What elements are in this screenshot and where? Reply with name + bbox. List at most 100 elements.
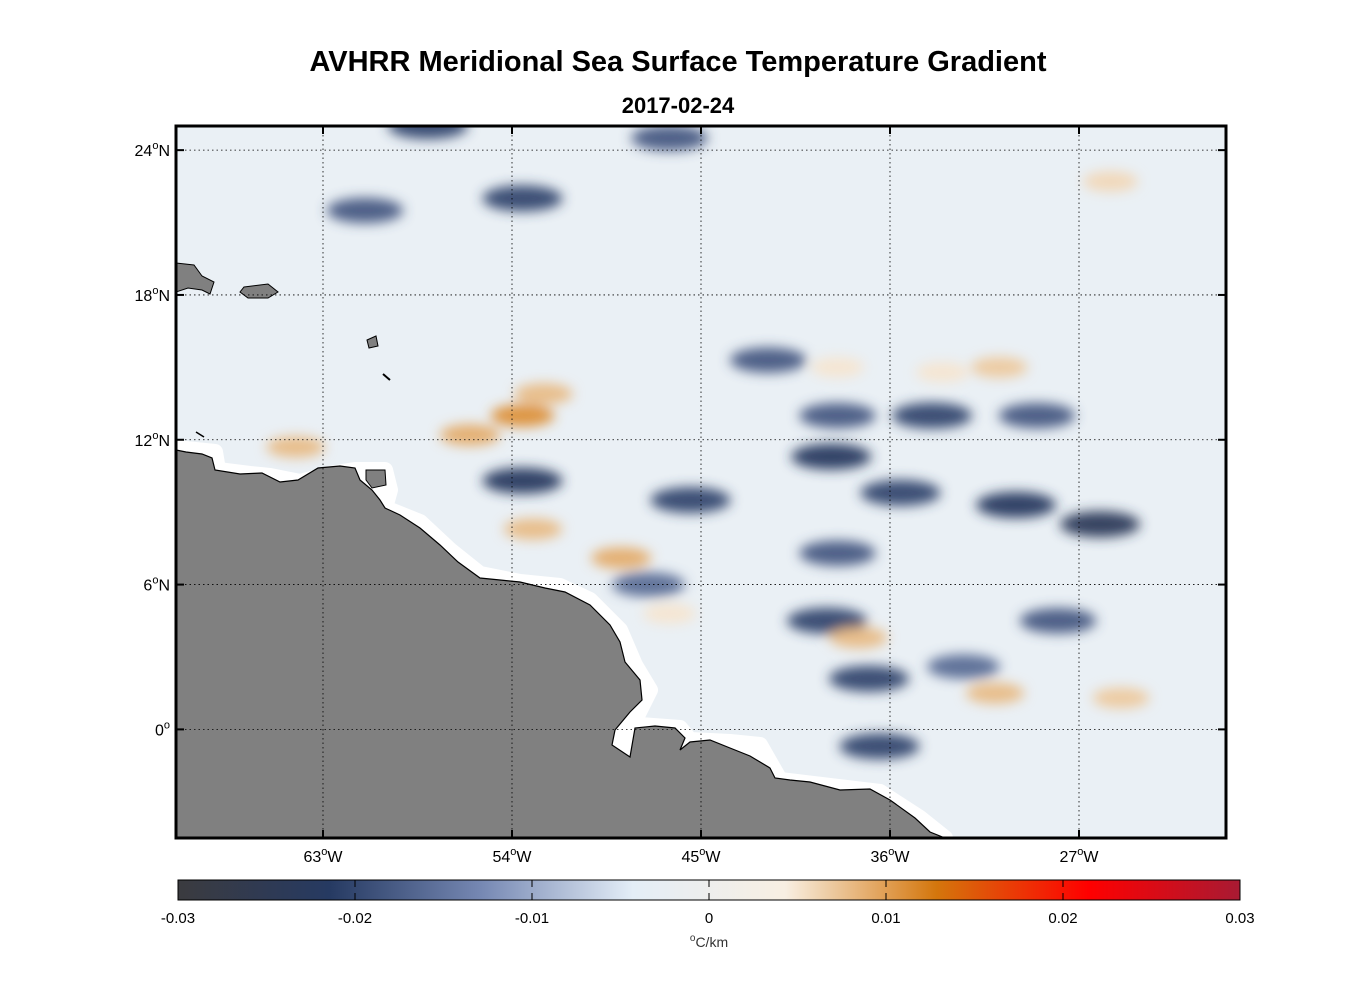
gradient-feature [1083, 171, 1138, 192]
puerto-rico-island [239, 283, 279, 299]
gradient-feature [643, 603, 696, 624]
lat-tick-hemisphere: N [158, 143, 170, 160]
gradient-feature [650, 487, 731, 514]
gradient-feature [892, 402, 972, 429]
gradient-feature [631, 126, 708, 151]
lat-tick-label: 12oN [135, 430, 170, 450]
lat-tick-degree: o [152, 140, 158, 152]
lon-tick-degree: o [510, 846, 516, 858]
colorbar-tick-label: 0.03 [1225, 910, 1254, 927]
lon-tick-hemisphere: W [327, 849, 343, 866]
lat-tick-number: 18 [135, 288, 153, 305]
gradient-feature [970, 356, 1028, 378]
gradient-feature [976, 491, 1056, 518]
lat-tick-label: 18oN [135, 285, 170, 305]
gradient-feature [326, 197, 404, 224]
colorbar-unit-label: oC/km [690, 933, 728, 950]
lat-tick-label: 0o [155, 719, 170, 739]
gradient-feature [860, 479, 941, 506]
gradient-feature [1092, 687, 1150, 709]
gradient-feature [388, 126, 468, 139]
lon-tick-degree: o [321, 846, 327, 858]
lon-tick-label: 45oW [681, 846, 721, 866]
lat-tick-number: 0 [155, 722, 164, 739]
lon-tick-hemisphere: W [705, 849, 721, 866]
colorbar-ticks [177, 880, 1241, 900]
lon-tick-number: 45 [681, 849, 699, 866]
gradient-feature [811, 357, 864, 378]
gradient-feature [439, 424, 501, 446]
graticule [176, 126, 1226, 838]
gradient-feature [503, 518, 563, 540]
lon-tick-hemisphere: W [894, 849, 910, 866]
lat-tick-hemisphere: N [158, 433, 170, 450]
lat-tick-number: 6 [143, 578, 152, 595]
colorbar-tick-label: 0 [705, 910, 713, 927]
lon-tick-degree: o [888, 846, 894, 858]
lon-tick-degree: o [1077, 846, 1083, 858]
lon-tick-number: 54 [492, 849, 510, 866]
lat-tick-degree: o [164, 719, 170, 731]
lon-tick-number: 63 [303, 849, 321, 866]
gradient-feature [965, 682, 1025, 704]
gradient-feature [482, 185, 563, 212]
lesser-antilles-island [366, 335, 379, 349]
chart-title: AVHRR Meridional Sea Surface Temperature… [309, 46, 1047, 78]
lon-tick-number: 27 [1059, 849, 1077, 866]
gradient-feature [839, 733, 920, 760]
gradient-feature [799, 403, 876, 429]
lat-tick-number: 12 [135, 433, 153, 450]
lon-tick-label: 63oW [303, 846, 343, 866]
lat-tick-hemisphere: N [158, 578, 170, 595]
lat-tick-degree: o [152, 575, 158, 587]
unit-degree-sup: o [690, 933, 696, 944]
colorbar: -0.03 -0.02 -0.01 0 0.01 0.02 0.03 oC/km [161, 879, 1255, 950]
gradient-feature [791, 443, 872, 470]
hispaniola-island [176, 262, 215, 295]
lat-tick-label: 24oN [135, 140, 170, 160]
colorbar-tick-label: 0.01 [871, 910, 900, 927]
lon-tick-hemisphere: W [1083, 849, 1099, 866]
chart-subtitle: 2017-02-24 [621, 93, 735, 118]
unit-text: C/km [695, 934, 728, 950]
gradient-feature [1060, 511, 1140, 538]
gradient-feature [266, 436, 325, 458]
lon-tick-number: 36 [870, 849, 888, 866]
axis-ticks [176, 126, 1226, 838]
land-masses [176, 262, 946, 838]
colorbar-tick-label: -0.03 [161, 910, 195, 927]
gradient-feature [927, 654, 1000, 679]
lat-tick-label: 6oN [143, 575, 170, 595]
lat-tick-number: 24 [135, 143, 153, 160]
barbados-island [382, 373, 391, 381]
gradient-feature [799, 540, 876, 566]
lon-tick-degree: o [699, 846, 705, 858]
south-america-land [176, 449, 946, 838]
longitude-tick-labels: 63oW 54oW 45oW 36oW 27oW [303, 846, 1099, 866]
colorbar-tick-label: -0.01 [515, 910, 549, 927]
map-plot-area [176, 126, 1226, 838]
lon-tick-label: 36oW [870, 846, 910, 866]
lat-tick-degree: o [152, 285, 158, 297]
gradient-feature [916, 362, 969, 383]
colorbar-tick-label: 0.02 [1048, 910, 1077, 927]
lon-tick-label: 54oW [492, 846, 532, 866]
tobago-island [195, 431, 205, 438]
lat-tick-degree: o [152, 430, 158, 442]
gradient-feature [829, 665, 909, 692]
gradient-feature [514, 383, 573, 405]
trinidad-island [365, 469, 387, 489]
gradient-feature [787, 607, 867, 634]
gradient-feature [490, 404, 555, 427]
lon-tick-hemisphere: W [516, 849, 532, 866]
gradient-feature [829, 627, 888, 649]
lon-tick-label: 27oW [1059, 846, 1099, 866]
gradient-feature [998, 403, 1076, 429]
lat-tick-hemisphere: N [158, 288, 170, 305]
colorbar-tick-label: -0.02 [338, 910, 372, 927]
gradient-feature [1019, 608, 1097, 634]
gradient-feature [730, 347, 807, 373]
colorbar-tick-labels: -0.03 -0.02 -0.01 0 0.01 0.02 0.03 [161, 910, 1255, 927]
